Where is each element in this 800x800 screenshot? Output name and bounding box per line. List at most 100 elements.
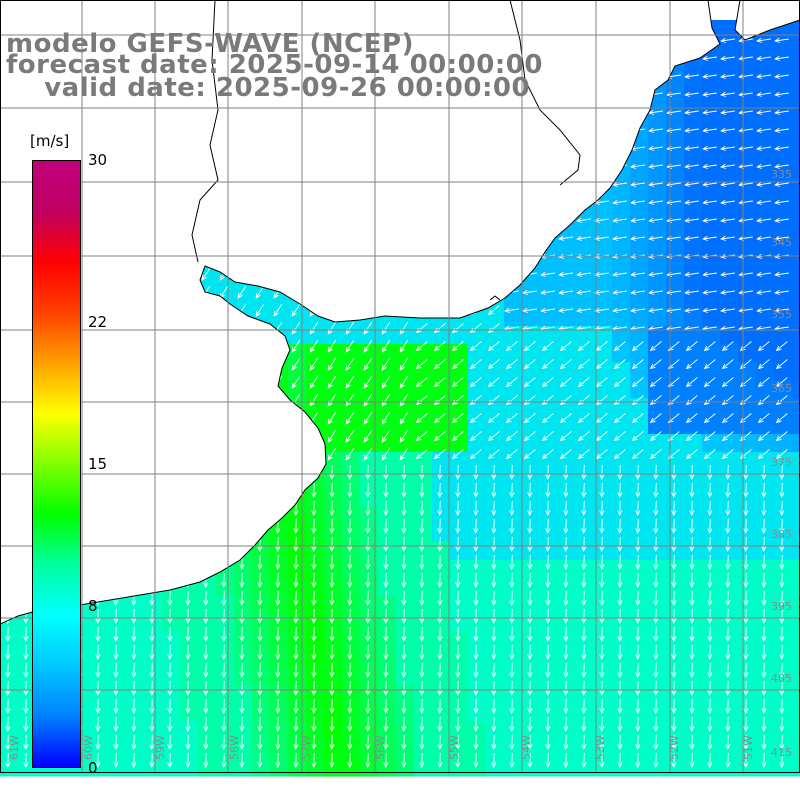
wind-speed-cell: [792, 488, 800, 507]
wind-arrow: [649, 413, 662, 424]
wind-speed-cell: [252, 704, 271, 723]
wind-arrow: [761, 500, 767, 517]
wind-arrow: [469, 359, 482, 370]
border-lines: [191, 0, 581, 301]
wind-speed-cell: [324, 560, 343, 579]
wind-speed-cell: [252, 668, 271, 687]
wind-speed-cell: [702, 488, 721, 507]
wind-arrow: [487, 341, 500, 352]
wind-arrow: [653, 536, 659, 553]
wind-speed-cell: [738, 416, 757, 435]
wind-arrow: [612, 289, 627, 295]
wind-speed-cell: [720, 272, 739, 291]
wind-arrow: [491, 662, 497, 679]
wind-arrow: [541, 431, 554, 442]
wind-arrow: [779, 482, 785, 499]
wind-speed-cell: [180, 596, 199, 615]
longitude-label: 58W: [228, 735, 241, 760]
wind-arrow: [365, 500, 371, 517]
wind-arrow: [363, 357, 373, 371]
wind-arrow: [293, 608, 299, 625]
wind-speed-cell: [504, 596, 523, 615]
wind-speed-cell: [594, 614, 613, 633]
colorbar-tick-label: 15: [88, 455, 108, 473]
wind-arrow: [455, 572, 461, 589]
wind-speed-cell: [108, 650, 127, 669]
wind-arrow: [473, 536, 479, 553]
wind-speed-cell: [738, 452, 757, 471]
wind-arrow: [311, 644, 317, 661]
wind-speed-cell: [612, 308, 631, 327]
wind-arrow: [275, 680, 281, 697]
wind-speed-cell: [342, 668, 361, 687]
wind-arrow: [473, 518, 479, 535]
wind-arrow: [743, 572, 749, 589]
wind-arrow: [347, 698, 353, 715]
wind-speed-cell: [702, 434, 721, 453]
wind-arrow: [756, 271, 771, 277]
wind-arrow: [527, 482, 533, 499]
wind-arrow: [509, 590, 515, 607]
wind-speed-cell: [774, 578, 793, 597]
wind-arrow: [23, 752, 29, 769]
wind-speed-cell: [324, 434, 343, 453]
wind-speed-cell: [540, 596, 559, 615]
wind-speed-cell: [576, 524, 595, 543]
wind-speed-cell: [630, 488, 649, 507]
wind-arrow: [455, 680, 461, 697]
wind-arrow: [648, 217, 663, 223]
wind-speed-cell: [342, 560, 361, 579]
coastline: [0, 0, 721, 625]
wind-arrow: [275, 644, 281, 661]
wind-arrow: [509, 554, 515, 571]
wind-speed-cell: [324, 542, 343, 561]
wind-speed-cell: [756, 254, 775, 273]
wind-arrow: [509, 734, 515, 751]
wind-arrow: [761, 572, 767, 589]
wind-speed-cell: [468, 650, 487, 669]
wind-speed-cell: [612, 578, 631, 597]
wind-arrow: [576, 271, 591, 277]
wind-speed-cell: [720, 416, 739, 435]
wind-arrow: [720, 217, 735, 223]
wind-speed-cell: [774, 344, 793, 363]
wind-speed-cell: [108, 704, 127, 723]
wind-speed-cell: [576, 362, 595, 381]
wind-speed-cell: [666, 380, 685, 399]
wind-arrow: [685, 377, 698, 388]
wind-speed-cell: [378, 686, 397, 705]
wind-arrow: [613, 377, 626, 388]
wind-speed-cell: [702, 740, 721, 759]
wind-speed-cell: [378, 632, 397, 651]
wind-speed-cell: [144, 740, 163, 759]
wind-speed-cell: [162, 596, 181, 615]
wind-speed-cell: [648, 308, 667, 327]
wind-arrow: [635, 626, 641, 643]
wind-arrow: [509, 644, 515, 661]
wind-speed-cell: [504, 380, 523, 399]
wind-speed-cell: [0, 704, 19, 723]
wind-arrow: [505, 449, 518, 460]
wind-arrow: [491, 716, 497, 733]
wind-arrow: [559, 395, 572, 406]
wind-arrow: [577, 395, 590, 406]
wind-arrow: [149, 680, 155, 697]
wind-speed-cell: [486, 398, 505, 417]
wind-arrow: [702, 127, 717, 133]
wind-speed-cell: [144, 758, 163, 777]
wind-arrow: [545, 464, 551, 481]
wind-speed-cell: [378, 524, 397, 543]
wind-speed-cell: [666, 506, 685, 525]
wind-arrow: [725, 662, 731, 679]
wind-arrow: [707, 752, 713, 769]
wind-arrow: [167, 716, 173, 733]
wind-speed-cell: [396, 614, 415, 633]
wind-speed-cell: [324, 668, 343, 687]
wind-speed-cell: [432, 632, 451, 651]
wind-speed-cell: [288, 632, 307, 651]
wind-speed-cell: [468, 380, 487, 399]
wind-arrow: [684, 127, 699, 133]
wind-arrow: [599, 716, 605, 733]
colorbar-unit: [m/s]: [30, 132, 70, 150]
wind-arrow: [563, 752, 569, 769]
